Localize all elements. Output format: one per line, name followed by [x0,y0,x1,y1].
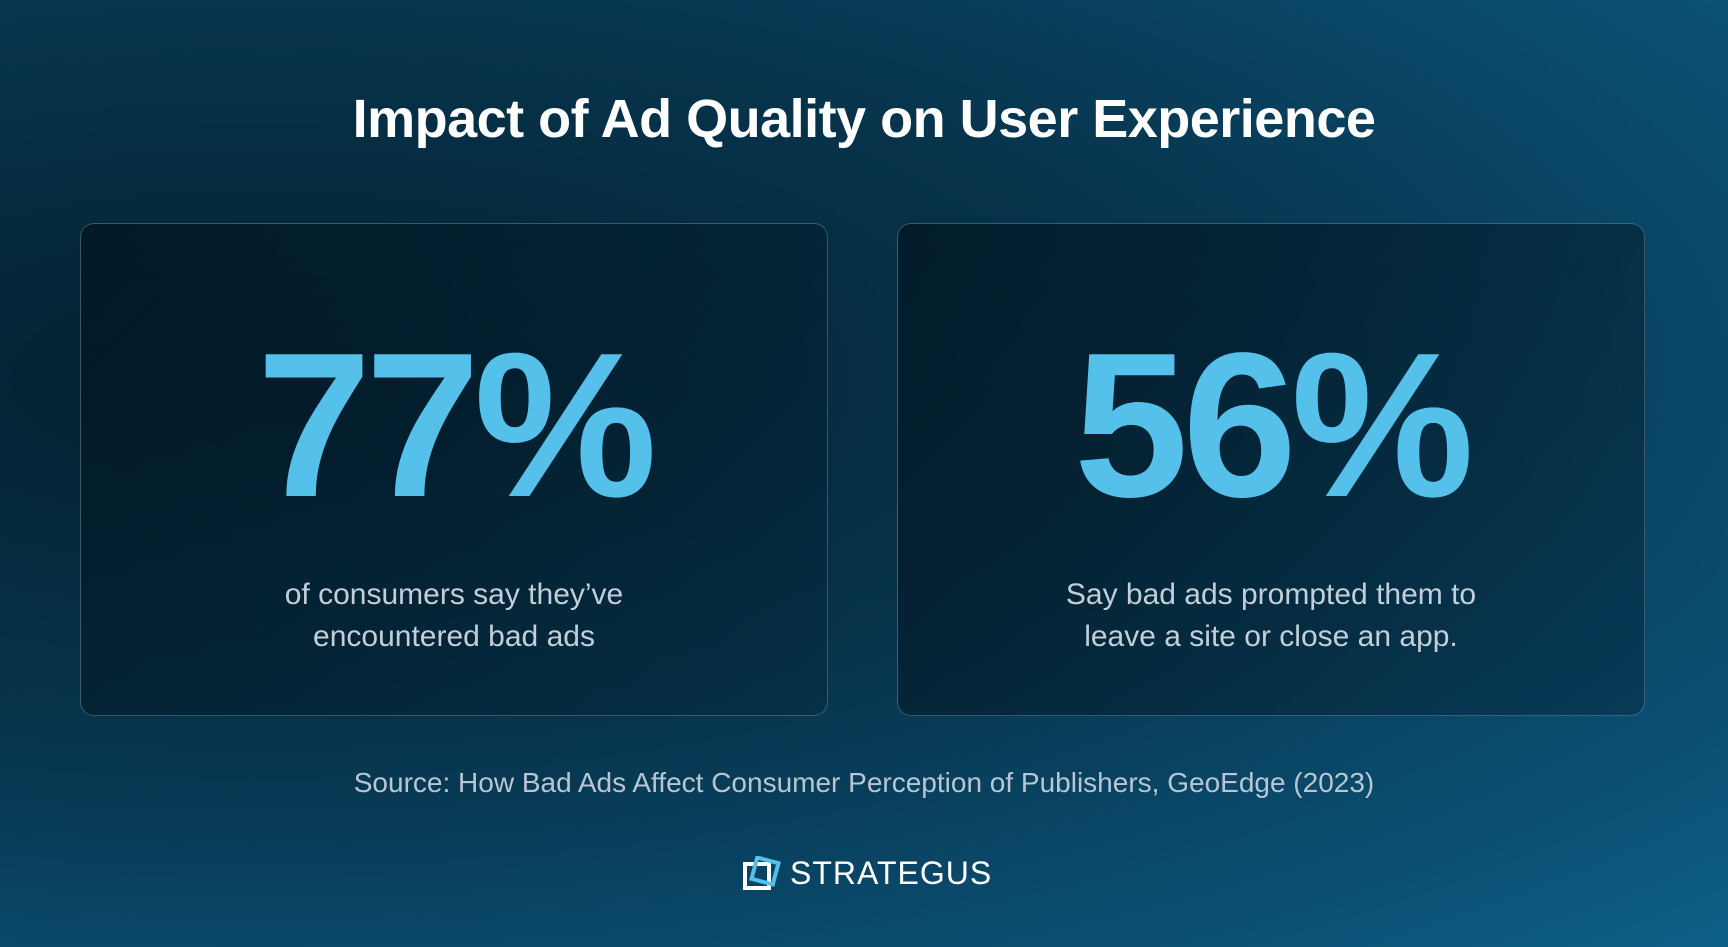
caption-line: of consumers say they’ve [284,578,624,611]
stat-caption: of consumers say they’ve encountered bad… [81,574,827,658]
stat-caption: Say bad ads prompted them to leave a sit… [898,574,1644,658]
caption-line: encountered bad ads [313,620,595,653]
title: Impact of Ad Quality on User Experience [352,89,1376,149]
stat-card: 77% of consumers say they’ve encountered… [80,223,828,716]
stat-card: 56% Say bad ads prompted them to leave a… [897,223,1645,716]
caption-line: Say bad ads prompted them to [1065,578,1477,611]
logo-text: STRATEGUS [790,855,993,891]
source: Source: How Bad Ads Affect Consumer Perc… [353,767,1375,798]
caption-line: leave a site or close an app. [1084,620,1458,653]
logo: STRATEGUS [742,855,992,892]
stat-value: 77% [256,310,657,540]
stat-value: 56% [1073,310,1474,540]
logo-icon [743,855,781,890]
